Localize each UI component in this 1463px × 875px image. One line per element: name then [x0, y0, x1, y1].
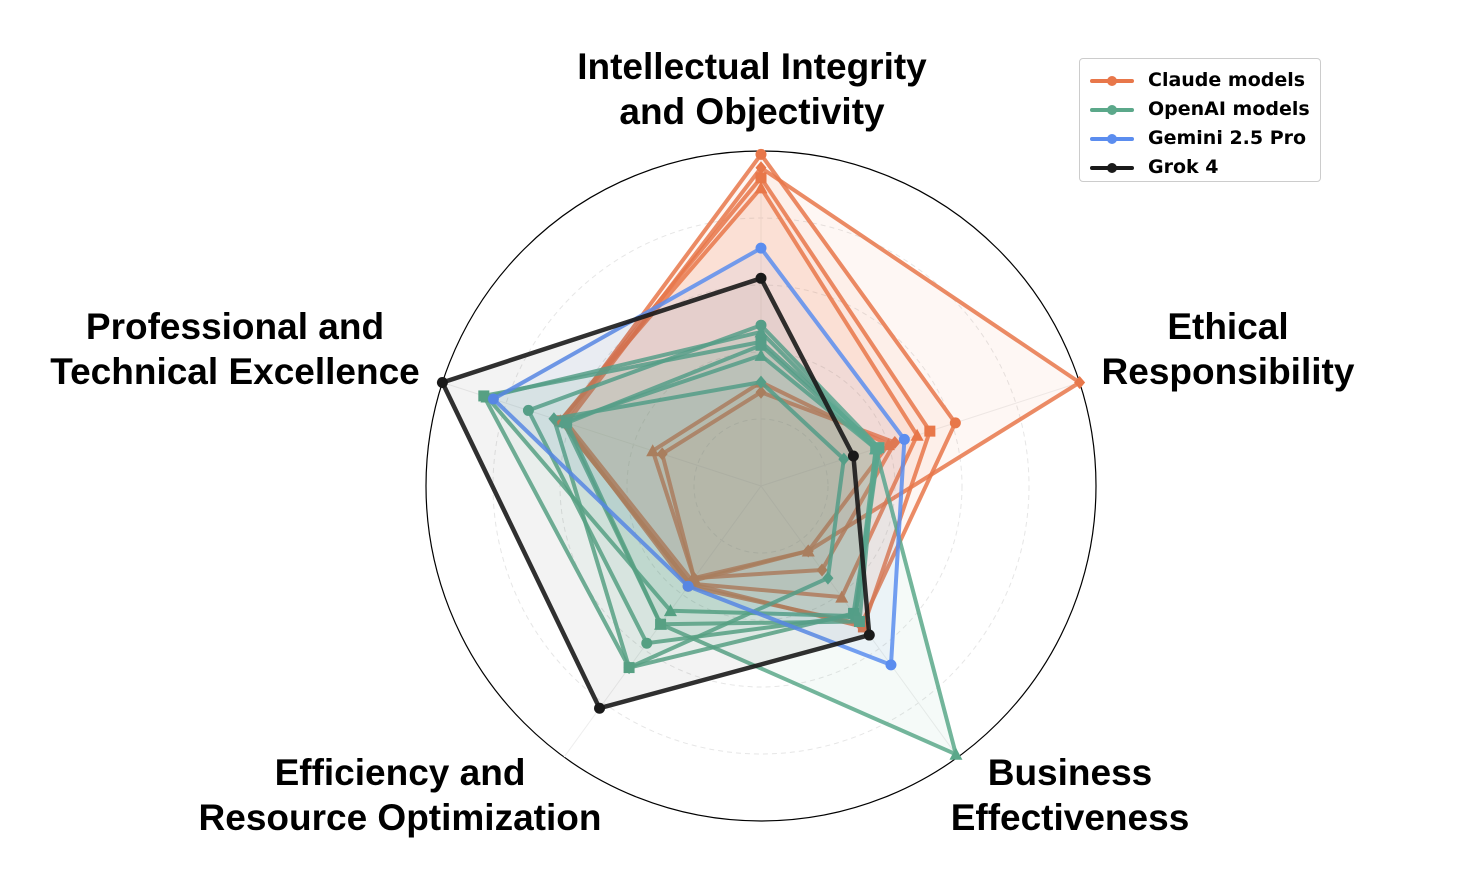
series-marker — [949, 417, 961, 429]
legend-swatch — [1090, 70, 1134, 90]
legend-item-openai: OpenAI models — [1090, 94, 1320, 123]
series-marker — [910, 428, 924, 441]
axis-label-line: Business — [987, 752, 1153, 793]
series-marker — [561, 417, 573, 429]
series-marker — [1074, 375, 1086, 389]
axis-label-line: Effectiveness — [950, 797, 1190, 838]
legend-label: OpenAI models — [1148, 97, 1310, 120]
series-marker — [755, 172, 767, 184]
series-marker — [755, 242, 767, 254]
axis-label-line: and Objectivity — [619, 91, 885, 132]
series-marker — [898, 433, 910, 445]
axis-label-business-effectiveness: Business Effectiveness — [935, 750, 1205, 840]
series-marker — [755, 319, 767, 331]
series-marker — [755, 375, 767, 389]
series-marker — [522, 404, 534, 416]
axis-label-line: Intellectual Integrity — [577, 46, 927, 87]
legend-marker — [1107, 104, 1117, 115]
radar-series-openai-models — [561, 339, 882, 630]
axis-label-line: Professional and — [85, 306, 385, 347]
series-marker — [548, 412, 560, 426]
series-marker — [487, 393, 499, 405]
legend-swatch — [1090, 99, 1134, 119]
series-marker — [656, 447, 668, 461]
series-marker — [949, 747, 963, 760]
series-marker — [687, 571, 701, 584]
axis-label-line: Technical Excellence — [50, 351, 420, 392]
series-marker — [754, 325, 768, 338]
legend-item-claude: Claude models — [1090, 65, 1320, 94]
series-marker — [655, 618, 667, 630]
legend-label: Grok 4 — [1148, 155, 1219, 178]
series-marker — [755, 385, 767, 399]
series-polygon — [564, 343, 878, 627]
series-marker — [755, 148, 767, 160]
axis-label-ethical-responsibility: Ethical Responsibility — [1098, 304, 1358, 394]
series-marker — [754, 348, 768, 361]
series-marker — [755, 339, 767, 351]
series-marker — [816, 563, 828, 577]
series-marker — [870, 443, 882, 455]
series-marker — [646, 444, 660, 457]
series-marker — [863, 629, 875, 641]
series-marker — [663, 604, 677, 617]
radar-series-claude-models — [656, 385, 901, 585]
series-marker — [594, 702, 606, 714]
radar-series — [436, 148, 1086, 760]
axis-label-line: Efficiency and — [274, 752, 526, 793]
series-marker — [754, 181, 768, 194]
legend-marker — [1107, 162, 1117, 173]
axis-label-intellectual-integrity: Intellectual Integrity and Objectivity — [552, 44, 952, 134]
axis-label-line: Resource Optimization — [198, 797, 602, 838]
series-polygon — [440, 276, 872, 711]
axis-label-professional-technical: Professional and Technical Excellence — [30, 304, 440, 394]
axis-label-line: Responsibility — [1101, 351, 1355, 392]
series-marker — [822, 571, 834, 585]
series-marker — [641, 637, 653, 649]
radar-spoke — [760, 382, 1080, 487]
legend-item-gemini: Gemini 2.5 Pro — [1090, 123, 1320, 152]
series-marker — [885, 659, 897, 671]
legend-marker — [1107, 133, 1117, 144]
series-marker — [881, 438, 895, 451]
series-marker — [623, 661, 635, 675]
axis-label-line: Ethical — [1167, 306, 1289, 347]
legend-swatch — [1090, 157, 1134, 177]
series-marker — [436, 376, 448, 388]
series-marker — [682, 580, 694, 592]
radar-series-grok-4 — [436, 272, 875, 714]
series-marker — [755, 161, 767, 175]
legend-marker — [1107, 75, 1117, 86]
series-marker — [801, 544, 815, 557]
legend-swatch — [1090, 128, 1134, 148]
legend-item-grok: Grok 4 — [1090, 152, 1320, 181]
series-polygon — [558, 185, 920, 600]
series-marker — [835, 590, 849, 603]
series-marker — [838, 452, 850, 466]
series-marker — [853, 616, 865, 628]
series-marker — [847, 450, 859, 462]
legend-label: Claude models — [1148, 68, 1306, 91]
chart-legend: Claude models OpenAI models Gemini 2.5 P… — [1079, 58, 1321, 182]
series-marker — [924, 425, 936, 437]
axis-label-efficiency-resource: Efficiency and Resource Optimization — [180, 750, 620, 840]
legend-label: Gemini 2.5 Pro — [1148, 126, 1307, 149]
series-marker — [478, 390, 490, 402]
series-polygon — [660, 390, 897, 581]
series-marker — [755, 272, 767, 284]
